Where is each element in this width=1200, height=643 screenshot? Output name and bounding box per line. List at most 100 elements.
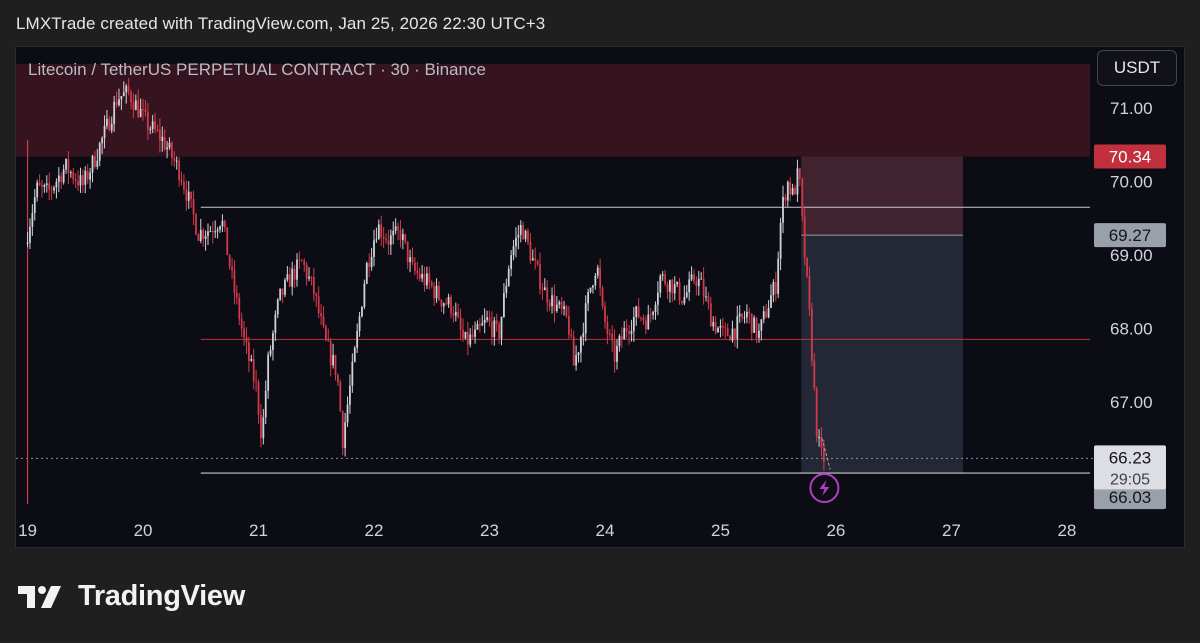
candle-body: [618, 336, 621, 347]
y-tick-label: 68.00: [1110, 319, 1153, 338]
candle-body: [669, 279, 671, 292]
candle-body: [522, 224, 525, 240]
candle-body: [659, 275, 662, 293]
candle-body: [481, 323, 484, 326]
y-tick-label: 70.00: [1110, 173, 1153, 192]
candle-body: [486, 317, 488, 320]
candle-body: [178, 160, 181, 181]
candle-body: [36, 182, 39, 198]
candle-body: [567, 315, 570, 335]
candle-body: [642, 317, 645, 321]
candle-body: [108, 118, 111, 131]
candle-body: [613, 340, 616, 362]
candle-body: [202, 229, 205, 239]
candle-body: [96, 160, 99, 167]
candle-body: [543, 287, 546, 291]
candle-body: [392, 230, 395, 236]
candle-body: [683, 296, 686, 304]
candle-body: [563, 306, 565, 310]
candle-body: [685, 292, 688, 297]
candle-body: [724, 327, 727, 329]
candle-body: [803, 216, 806, 258]
candle-body: [798, 168, 801, 179]
chart-title: Litecoin / TetherUS PERPETUAL CONTRACT ·…: [28, 60, 486, 79]
candle-body: [349, 385, 351, 405]
candle-body: [729, 335, 731, 341]
candle-body: [693, 274, 695, 282]
candle-body: [312, 277, 315, 294]
candle-body: [560, 302, 563, 310]
candle-body: [406, 241, 409, 263]
candle-body: [45, 183, 48, 185]
candles-layer: [26, 78, 825, 471]
x-tick-label: 22: [365, 521, 384, 540]
candle-body: [86, 170, 89, 180]
candle-body: [368, 263, 371, 268]
candle-body: [329, 341, 332, 366]
candle-body: [750, 313, 753, 333]
candle-body: [466, 331, 469, 345]
candle-body: [438, 285, 440, 300]
candle-body: [175, 160, 178, 162]
candle-body: [565, 306, 568, 316]
candle-body: [440, 299, 443, 307]
tradingview-brand-text: TradingView: [78, 580, 245, 612]
candle-body: [736, 316, 739, 339]
candle-body: [74, 179, 77, 181]
candle-body: [101, 137, 104, 144]
candle-body: [490, 321, 493, 337]
candle-body: [216, 229, 219, 232]
candle-body: [288, 274, 291, 287]
candle-body: [635, 306, 638, 318]
candle-body: [430, 282, 433, 286]
candle-body: [592, 285, 594, 288]
candle-body: [471, 334, 474, 337]
candle-body: [714, 321, 717, 333]
candle-body: [139, 109, 142, 117]
candle-body: [120, 96, 123, 100]
currency-button[interactable]: USDT: [1097, 50, 1177, 86]
candle-body: [815, 387, 818, 438]
candle-body: [649, 314, 652, 316]
y-tick-label: 67.00: [1110, 393, 1153, 412]
candle-body: [753, 317, 756, 333]
candle-body: [303, 260, 306, 265]
candle-body: [243, 328, 245, 338]
candle-body: [541, 288, 544, 291]
candle-body: [628, 331, 630, 334]
current-price-text: 66.23: [1109, 448, 1152, 467]
candle-body: [738, 313, 741, 317]
candle-body: [173, 157, 176, 161]
candle-body: [204, 235, 207, 239]
candle-body: [580, 337, 582, 353]
candle-body: [183, 181, 185, 190]
candle-body: [661, 274, 664, 276]
price-label-text: 69.27: [1109, 226, 1152, 245]
candle-body: [731, 328, 734, 341]
candle-body: [48, 183, 51, 190]
candle-body: [671, 279, 674, 294]
candle-body: [180, 180, 183, 182]
candle-body: [546, 287, 549, 303]
candle-body: [604, 306, 606, 322]
candle-body: [606, 321, 609, 334]
candle-body: [324, 326, 327, 340]
candle-body: [765, 311, 768, 318]
candle-body: [411, 257, 414, 263]
candle-body: [41, 185, 43, 187]
candle-body: [272, 332, 274, 350]
candle-body: [697, 278, 700, 287]
tradingview-logo[interactable]: TradingView: [18, 580, 245, 613]
candle-body: [483, 319, 486, 324]
candle-body: [127, 86, 130, 93]
candle-body: [717, 327, 719, 333]
candle-body: [231, 266, 233, 271]
x-tick-label: 26: [826, 521, 845, 540]
candle-body: [337, 374, 339, 383]
candle-body: [454, 311, 457, 316]
candle-body: [62, 169, 65, 183]
candle-body: [375, 239, 378, 241]
candle-body: [673, 284, 676, 294]
candle-body: [53, 187, 55, 191]
